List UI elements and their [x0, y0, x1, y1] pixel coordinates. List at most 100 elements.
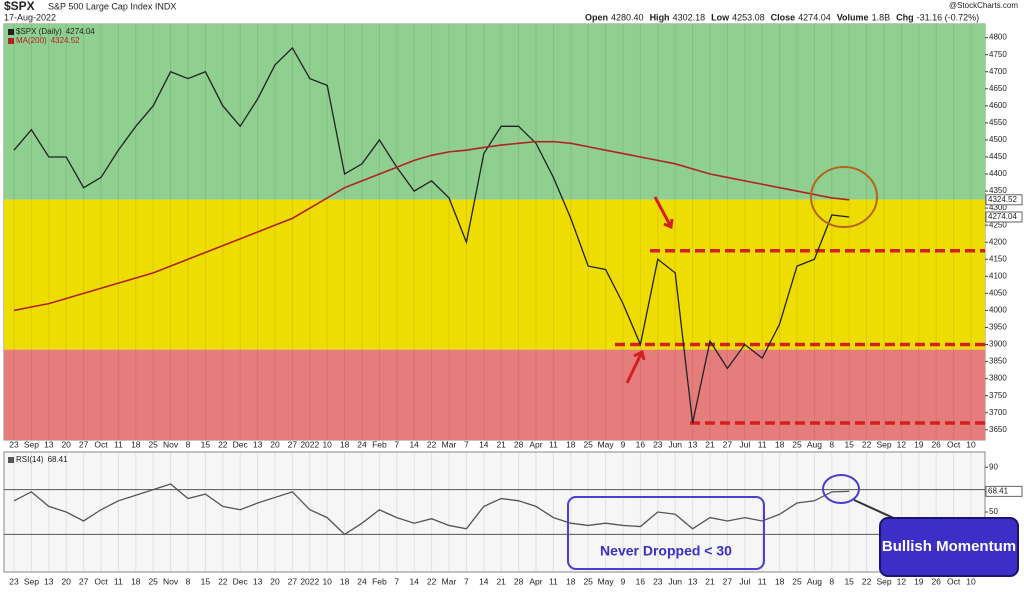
- value-tag: 4274.04: [988, 212, 1017, 221]
- stat-value: -31.16 (-0.72%): [917, 12, 980, 22]
- y-tick-label: 4050: [989, 288, 1007, 297]
- x-tick-label: 18: [340, 439, 350, 449]
- x-tick-label: 21: [705, 576, 715, 586]
- rsi-panel: 10 50 90 23 Sep 13 20 27 Oct 11 18 25 Nov 8 15 22 Dec 13 2…: [3, 451, 1023, 586]
- x-tick-label: 21: [496, 576, 506, 586]
- highlight-circle: [822, 474, 860, 504]
- callout-box: [879, 517, 1019, 577]
- y-tick-label: 4200: [989, 237, 1007, 246]
- x-tick-label: 22: [862, 439, 872, 449]
- x-tick-label: 11: [114, 439, 123, 449]
- x-tick-label: 10: [966, 576, 976, 586]
- value-tag: 4324.52: [988, 195, 1017, 204]
- x-tick-label: 20: [61, 576, 71, 586]
- x-tick-label: 18: [775, 439, 785, 449]
- x-tick-label: 18: [340, 576, 350, 586]
- x-tick-label: 27: [723, 576, 733, 586]
- x-tick-label: 23: [9, 576, 19, 586]
- y-tick-label: 4450: [989, 152, 1007, 161]
- x-tick-label: 7: [394, 439, 399, 449]
- x-tick-label: 13: [44, 576, 54, 586]
- x-tick-label: 12: [897, 576, 907, 586]
- x-tick-label: Oct: [947, 576, 961, 586]
- x-tick-label: 20: [61, 439, 71, 449]
- y-tick-label: 4800: [989, 33, 1007, 42]
- x-tick-label: 14: [409, 439, 419, 449]
- x-tick-label: 13: [253, 439, 263, 449]
- value-tag-bg: [985, 485, 1023, 497]
- x-tick-label: 27: [288, 576, 298, 586]
- arrow: [653, 196, 674, 230]
- x-tick-label: Sep: [876, 439, 891, 449]
- y-tick-label: 3950: [989, 323, 1007, 332]
- x-tick-label: 11: [758, 576, 767, 586]
- x-tick-label: Jul: [739, 439, 750, 449]
- x-tick-label: 28: [514, 576, 524, 586]
- value-tag-bg: [985, 211, 1023, 223]
- legend-name: $SPX (Daily): [16, 27, 62, 36]
- x-tick-label: 8: [829, 439, 834, 449]
- annotation-layer: Never Dropped < 30 Bullish Momentum: [567, 166, 1019, 577]
- x-tick-label: 12: [897, 439, 907, 449]
- x-tick-label: 21: [705, 439, 715, 449]
- chart-title: $SPX: [4, 0, 35, 13]
- y-tick-label: 4550: [989, 118, 1007, 127]
- x-tick-label: 10: [322, 576, 332, 586]
- x-tick-label: 27: [288, 439, 298, 449]
- x-tick-label: 15: [201, 576, 211, 586]
- x-tick-label: 20: [270, 439, 280, 449]
- x-tick-label: Nov: [163, 439, 179, 449]
- x-tick-label: 18: [566, 576, 576, 586]
- x-tick-label: 25: [792, 576, 802, 586]
- x-tick-label: 11: [549, 439, 558, 449]
- y-tick-label: 4300: [989, 203, 1007, 212]
- x-tick-label: Sep: [24, 576, 39, 586]
- x-tick-label: Jun: [668, 439, 682, 449]
- x-tick-label: 22: [218, 576, 228, 586]
- arrow: [625, 349, 646, 384]
- chart-date: 17-Aug-2022: [4, 12, 56, 22]
- x-tick-label: Sep: [24, 439, 39, 449]
- x-tick-label: May: [598, 576, 615, 586]
- legend-value: 4324.52: [51, 36, 80, 45]
- x-tick-label: 11: [758, 439, 767, 449]
- x-tick-label: 16: [636, 576, 646, 586]
- x-tick-label: 7: [394, 576, 399, 586]
- stat-value: 4274.04: [798, 12, 831, 22]
- x-tick-label: 18: [566, 439, 576, 449]
- x-tick-label: 23: [9, 439, 19, 449]
- y-tick-label: 4600: [989, 101, 1007, 110]
- value-tag-bg: [985, 194, 1023, 206]
- value-tag: 68.41: [988, 486, 1009, 495]
- stat: High: [650, 12, 670, 22]
- x-tick-label: Oct: [94, 439, 108, 449]
- x-tick-label: 13: [253, 576, 263, 586]
- x-tick-label: Mar: [442, 576, 457, 586]
- stat: Volume: [837, 12, 869, 22]
- stat: Low: [711, 12, 730, 22]
- legend-value: 4274.04: [66, 27, 95, 36]
- x-tick-label: Sep: [876, 576, 891, 586]
- stat-value: 4302.18: [673, 12, 706, 22]
- x-tick-label: 14: [479, 439, 489, 449]
- stats: Open 4280.40 High 4302.18 Low 4253.08 Close 427…: [585, 12, 979, 22]
- x-tick-label: Oct: [947, 439, 961, 449]
- stat-value: 4253.08: [732, 12, 765, 22]
- legend-entry: MA(200) 4324.52: [16, 36, 80, 45]
- x-tick-label: 19: [914, 439, 924, 449]
- x-tick-label: 27: [79, 576, 89, 586]
- x-tick-label: 7: [464, 439, 469, 449]
- x-tick-label: 28: [514, 439, 524, 449]
- x-tick-label: 23: [653, 576, 663, 586]
- legend-swatch: [8, 29, 14, 35]
- y-tick-label: 4500: [989, 135, 1007, 144]
- x-tick-label: 11: [114, 576, 123, 586]
- x-tick-label: 25: [148, 439, 158, 449]
- y-tick-label: 4400: [989, 169, 1007, 178]
- x-tick-label: Feb: [372, 439, 387, 449]
- zone-band: [4, 24, 985, 200]
- zone-band: [4, 349, 985, 440]
- stat: Close: [771, 12, 796, 22]
- x-tick-label: Oct: [94, 576, 108, 586]
